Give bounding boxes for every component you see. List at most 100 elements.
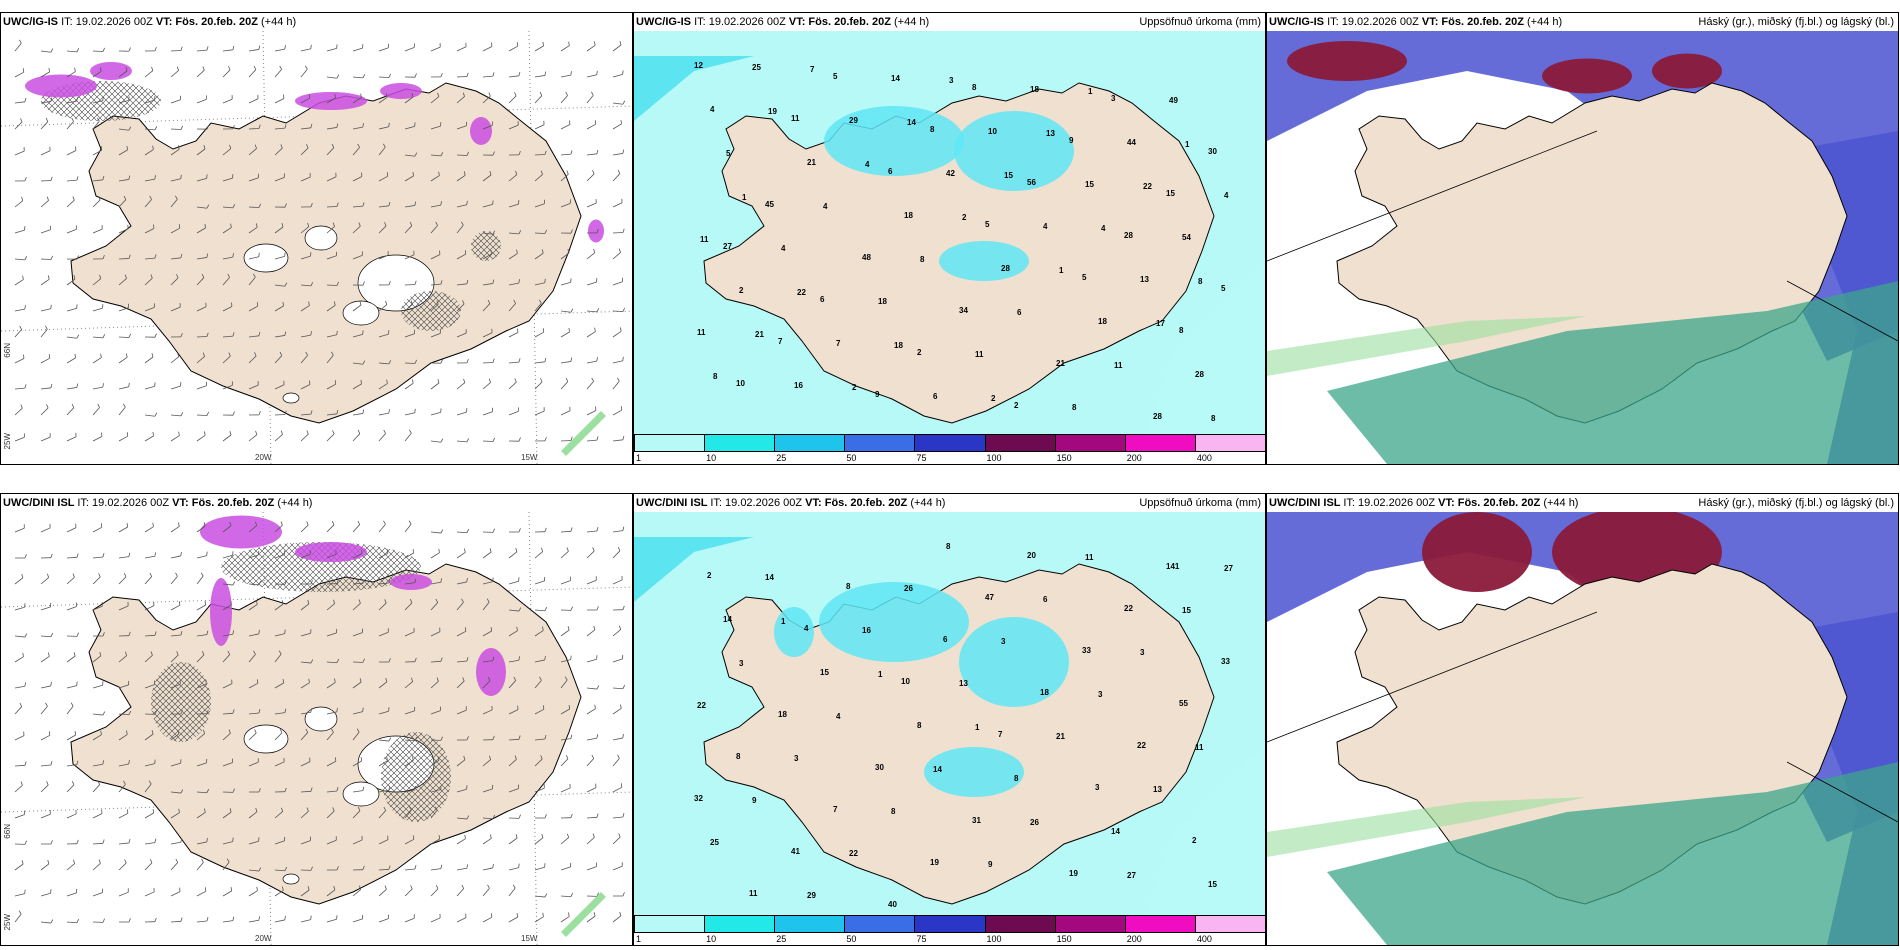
wind-barb-flag [282, 678, 285, 684]
wind-barb [378, 810, 386, 819]
wind-barb-flag [21, 860, 24, 865]
wind-barb [118, 784, 126, 793]
wind-barb [66, 387, 77, 390]
wind-barb [274, 355, 283, 364]
wind-barb [482, 660, 493, 663]
wind-barb-flag [409, 599, 413, 603]
precip-value: 141 [1166, 562, 1180, 571]
precip-value: 14 [1111, 827, 1120, 836]
wind-barb [248, 583, 260, 586]
wind-barb-flag [284, 629, 286, 634]
wind-barb [196, 604, 206, 611]
precip-value: 5 [985, 220, 990, 229]
wind-barb [508, 788, 519, 793]
wind-barb-flag [357, 807, 361, 811]
wind-barb [456, 204, 467, 208]
mid-cloud [1327, 281, 1898, 464]
wind-barb [66, 121, 74, 130]
wind-barb [14, 656, 24, 663]
wind-barb-flag [410, 300, 413, 305]
wind-barb-flag [310, 410, 313, 415]
wind-barb-flag [596, 436, 599, 441]
wind-barb [196, 683, 207, 689]
wind-barb [378, 433, 386, 442]
wind-barb-flag [18, 910, 22, 915]
vt-label: VT: [155, 16, 176, 28]
wind-barb-flag [99, 274, 102, 279]
wind-barb [378, 552, 389, 559]
wind-barb [14, 258, 25, 261]
wind-barb [118, 556, 129, 559]
wind-barb [430, 809, 438, 819]
wind-barb [170, 762, 181, 767]
wind-barb [170, 683, 181, 689]
wind-barb [14, 814, 25, 819]
wind-barb-flag [180, 838, 183, 843]
wind-barb-flag [388, 865, 391, 870]
wind-barb [456, 76, 468, 78]
wind-barb-flag [336, 409, 339, 414]
precip-value: 18 [778, 710, 787, 719]
wind-barb-flag [619, 625, 622, 630]
wind-barb-flag [596, 813, 599, 818]
panel-header: UWC/DINI ISL IT: 19.02.2026 00Z VT: Fös.… [634, 494, 1265, 512]
wind-barb [144, 763, 155, 767]
wind-barb-flag [310, 202, 313, 207]
wind-barb [404, 810, 412, 819]
wind-barb [222, 335, 233, 338]
wind-barb [456, 680, 465, 689]
precip-value: 55 [1179, 699, 1188, 708]
wind-barb [560, 551, 569, 559]
wind-barb [274, 305, 284, 312]
wind-barb-flag [489, 755, 492, 760]
wind-barb [222, 554, 233, 559]
wind-barb-flag [357, 429, 361, 434]
wind-barb-flag [76, 383, 79, 388]
wind-barb [352, 603, 361, 611]
wind-barb [326, 711, 337, 715]
wind-barb-flag [388, 280, 391, 285]
wind-barb-flag [594, 120, 597, 125]
wind-barb-flag [258, 410, 261, 415]
wind-barb [222, 683, 233, 689]
wind-barb-flag [176, 274, 179, 279]
colorbar-swatch [1194, 434, 1265, 452]
wind-barb-flag [149, 195, 152, 200]
vt-label: VT: [1438, 497, 1458, 509]
wind-barb [248, 355, 257, 364]
wind-barb [482, 303, 491, 312]
wind-barb [144, 655, 153, 663]
wind-barb-flag [518, 863, 520, 868]
wind-barb [40, 813, 51, 819]
init-time: IT: 19.02.2026 00Z [1327, 16, 1422, 28]
wind-barb [66, 71, 76, 78]
wind-barb [534, 580, 545, 585]
precip-value: 56 [1027, 178, 1036, 187]
axis-label-lat66: 66N [3, 824, 12, 839]
wind-barb-flag [76, 681, 78, 686]
wind-barb-flag [228, 66, 231, 71]
wind-barb-flag [151, 66, 154, 71]
wind-barb-flag [570, 892, 574, 897]
wind-barb-flag [414, 201, 417, 206]
wind-barb [508, 916, 518, 923]
wind-barb [534, 361, 545, 364]
wind-barb [196, 336, 208, 338]
wind-barb [404, 284, 416, 286]
wind-barb [92, 336, 103, 339]
panel-header: UWC/IG-IS IT: 19.02.2026 00Z VT: Fös. 20… [1267, 13, 1898, 31]
wind-barb-flag [24, 97, 27, 102]
precip-value: 18 [878, 297, 887, 306]
wind-barb-flag [435, 221, 438, 226]
wind-barb-flag [71, 403, 75, 408]
wind-barb [482, 253, 492, 260]
field-title: Uppsöfnuð úrkoma (mm) [1139, 16, 1261, 28]
wind-barb [456, 440, 467, 443]
wind-barb-flag [594, 327, 596, 332]
wind-barb-flag [310, 787, 313, 792]
wind-barb [560, 45, 570, 52]
wind-barb [92, 556, 103, 559]
field-title: Háský (gr.), miðský (fj.bl.) og lágský (… [1698, 497, 1894, 509]
wind-barb [352, 810, 361, 819]
wind-barb [456, 888, 464, 897]
